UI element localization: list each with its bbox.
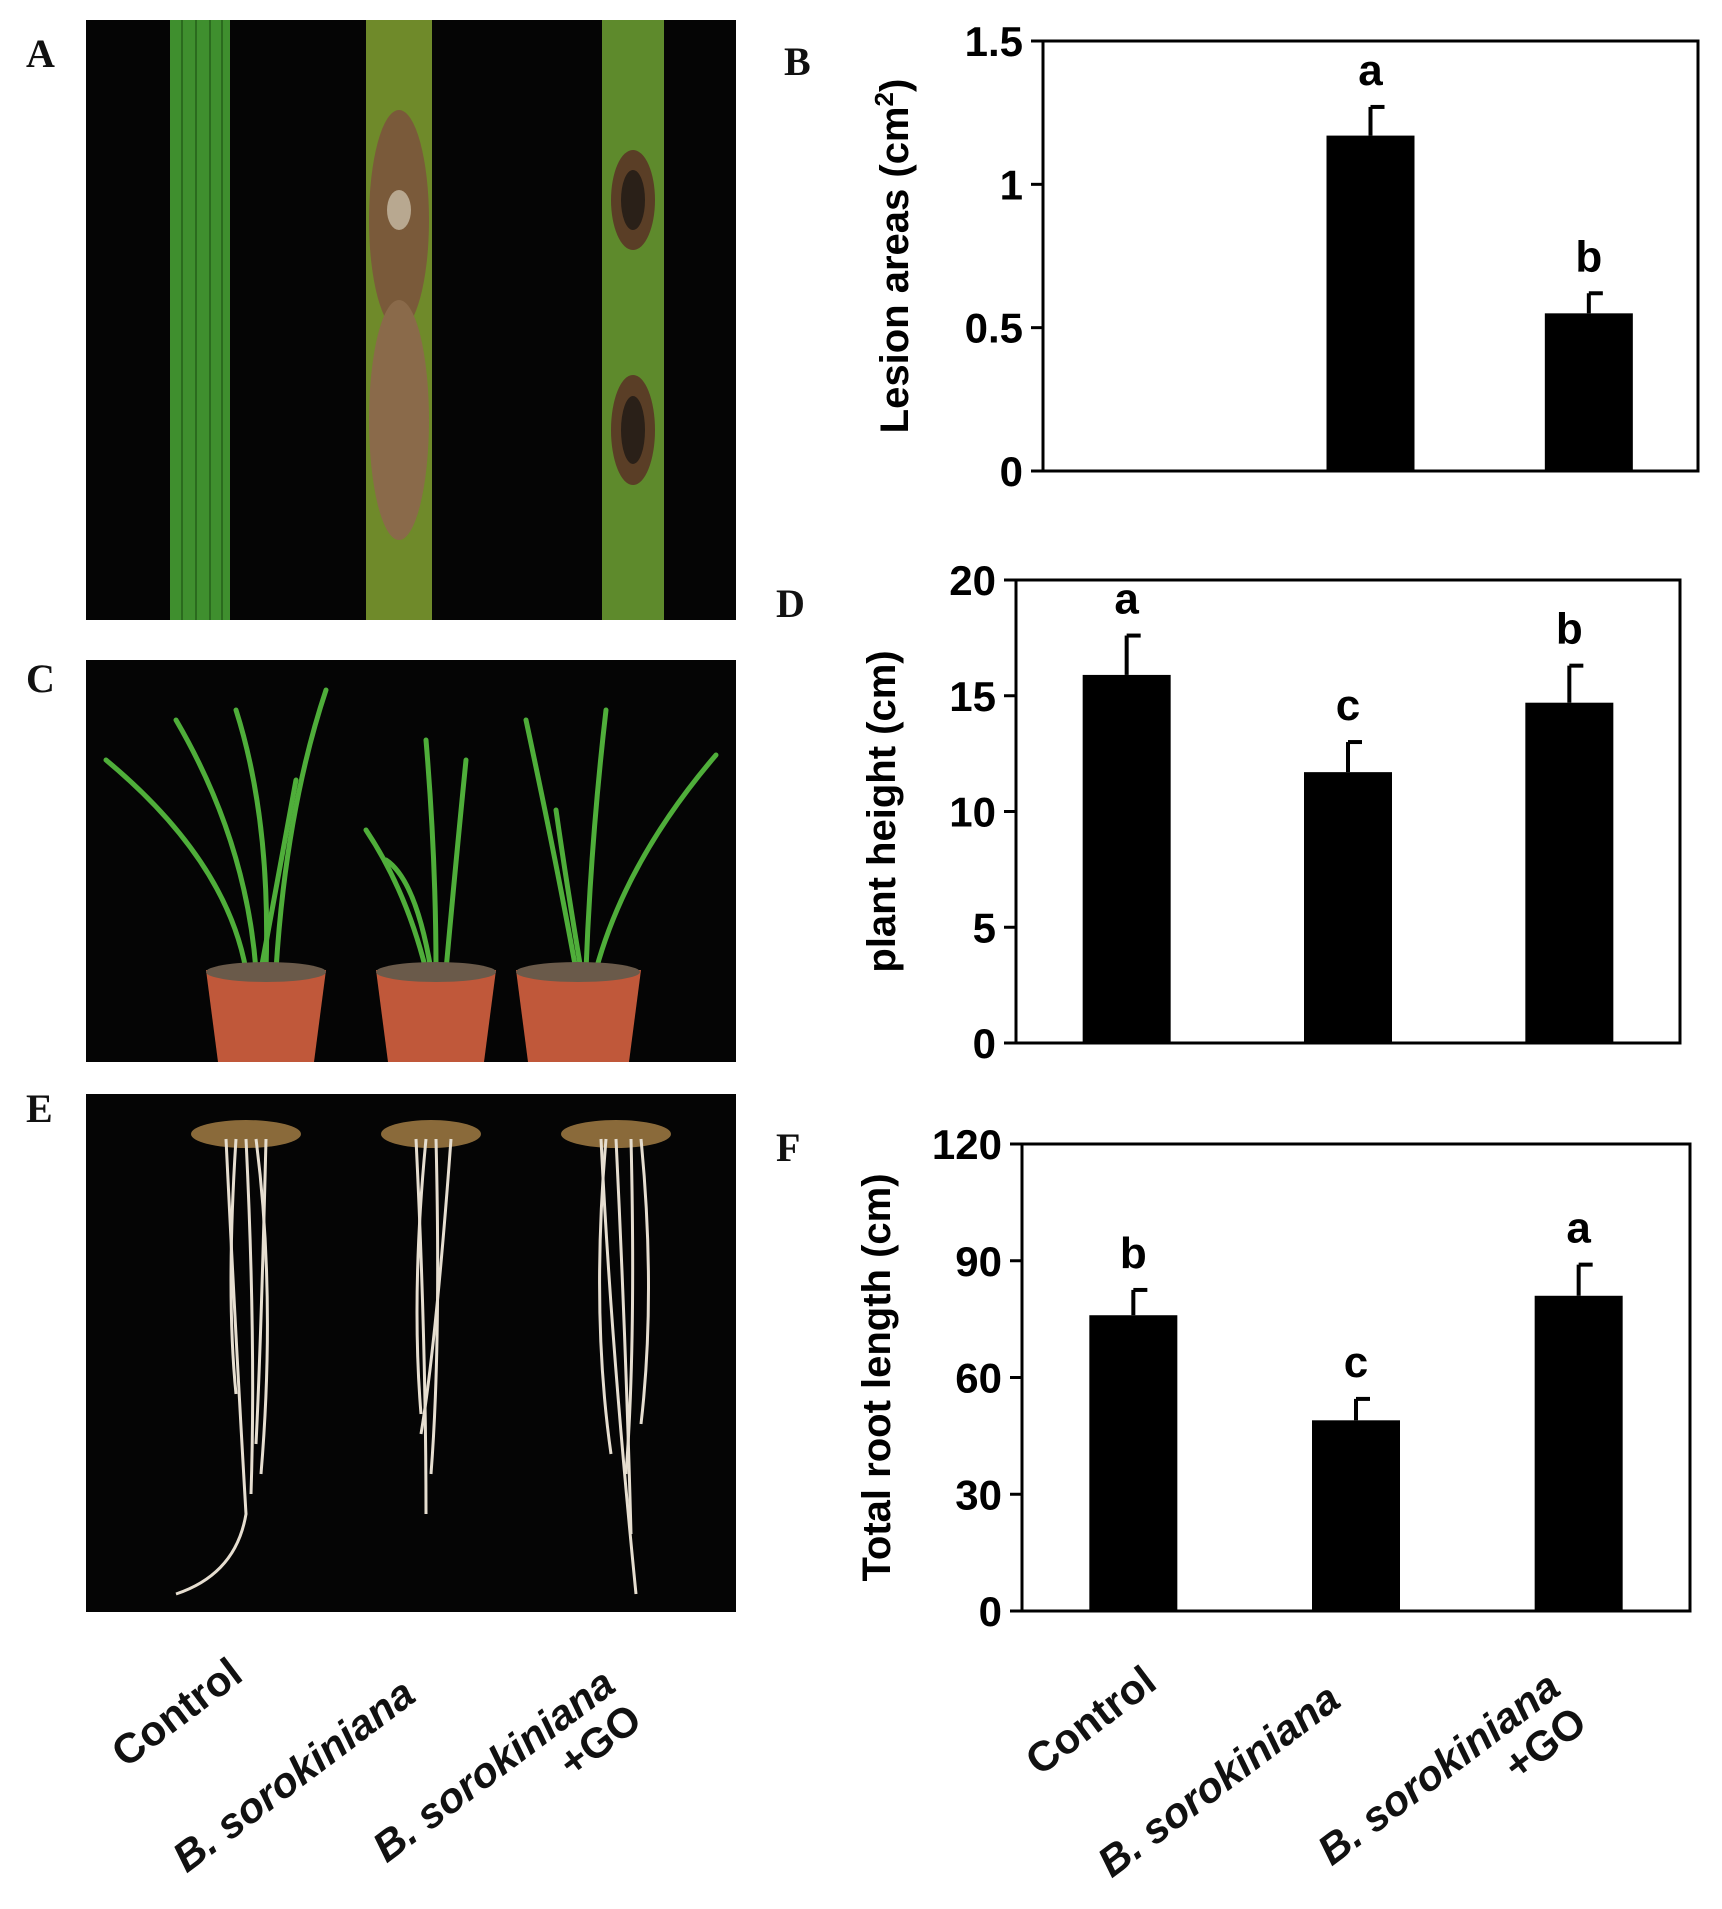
bar (1304, 772, 1392, 1043)
chart-f: 0 30 60 90 120 Total root length (cm) b c a (855, 1121, 1692, 1635)
y-tick-label: 10 (949, 789, 996, 836)
y-tick-label: 1 (1000, 161, 1023, 208)
significance-letter: c (1344, 1338, 1368, 1387)
significance-letter: a (1114, 575, 1139, 624)
bar (1089, 1315, 1178, 1611)
leaf-lesion-photo (86, 20, 736, 620)
y-axis-label: Lesion areas (cm2) (869, 79, 917, 434)
panel-letter-d: D (776, 581, 805, 626)
y-tick-label: 15 (949, 673, 996, 720)
y-tick-label: 1.5 (965, 18, 1023, 65)
significance-letter: a (1566, 1204, 1591, 1253)
bar (1525, 702, 1614, 1043)
significance-letter: a (1358, 46, 1383, 95)
chart-d: 0 5 10 15 20 plant height (cm) a c b (860, 557, 1682, 1067)
y-axis-label: Total root length (cm) (855, 1173, 899, 1581)
y-tick-label: 0 (973, 1020, 996, 1067)
roots-photo (86, 1094, 736, 1612)
potted-plants-photo (86, 660, 736, 1062)
y-tick-label: 60 (955, 1355, 1002, 1402)
y-tick-label: 90 (955, 1238, 1002, 1285)
y-tick-label: 0 (979, 1588, 1002, 1635)
panel-letter-a: A (26, 31, 55, 76)
y-tick-label: 30 (955, 1471, 1002, 1518)
y-tick-label: 20 (949, 557, 996, 604)
panel-letter-c: C (26, 656, 55, 701)
panel-letter-e: E (26, 1086, 53, 1131)
bar (1326, 135, 1415, 471)
y-axis-label: plant height (cm) (860, 650, 904, 972)
bar (1312, 1420, 1400, 1611)
y-tick-label: 120 (932, 1121, 1002, 1168)
significance-letter: b (1120, 1229, 1147, 1278)
panel-letter-b: B (784, 39, 811, 84)
bar (1534, 1295, 1623, 1611)
significance-letter: c (1336, 681, 1360, 730)
y-tick-label: 0.5 (965, 305, 1023, 352)
significance-letter: b (1575, 232, 1602, 281)
bar (1544, 313, 1633, 471)
bar (1082, 674, 1171, 1043)
y-tick-label: 0 (1000, 448, 1023, 495)
significance-letter: b (1556, 605, 1583, 654)
panel-letter-f: F (776, 1125, 801, 1170)
chart-b: 0 0.5 1 1.5 Lesion areas (cm2) a b (869, 18, 1700, 495)
y-tick-label: 5 (973, 904, 996, 951)
